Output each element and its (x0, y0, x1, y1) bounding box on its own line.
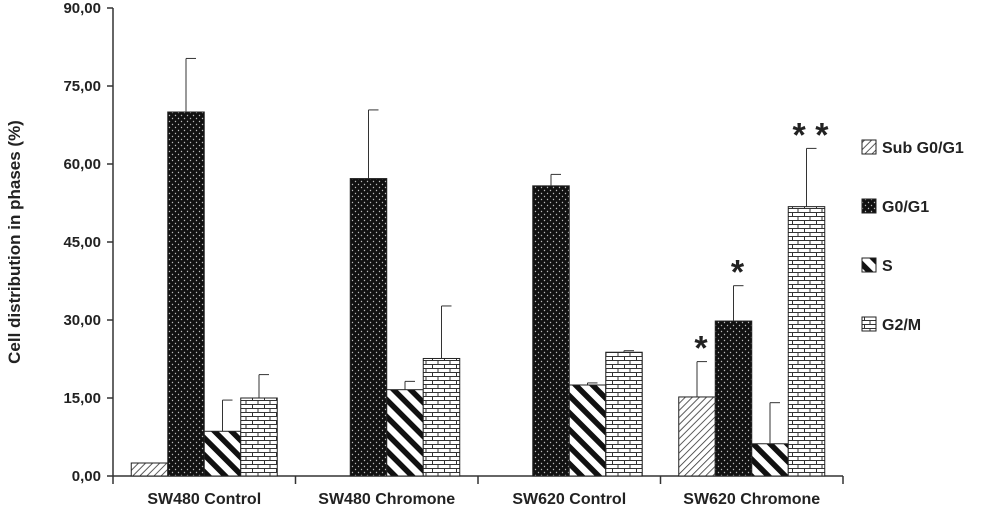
x-category-label: SW480 Chromone (318, 491, 455, 508)
bar-sub-g0-g1-3 (678, 396, 716, 477)
bar-g0-g1-2 (532, 185, 570, 477)
legend-label: Sub G0/G1 (882, 140, 964, 157)
legend-swatch-g2-m (861, 316, 877, 332)
legend-swatch-s (861, 257, 877, 273)
significance-marker: * (731, 254, 745, 292)
y-tick-label: 15,00 (63, 390, 101, 407)
bar-s-1 (386, 389, 424, 477)
legend-label: G0/G1 (882, 199, 929, 216)
bar-g2-m-1 (422, 357, 461, 477)
bar-s-2 (568, 384, 607, 477)
y-tick-label: 60,00 (63, 156, 101, 173)
y-tick-label: 0,00 (72, 468, 101, 485)
bar-g0-g1-3 (714, 320, 753, 477)
y-tick-label: 30,00 (63, 312, 101, 329)
y-tick-label: 90,00 (63, 0, 101, 17)
bar-g0-g1-1 (349, 178, 388, 477)
legend-swatch-sub-g0-g1 (861, 139, 877, 155)
significance-marker: * * (793, 116, 830, 154)
y-tick-label: 75,00 (63, 78, 101, 95)
bar-g2-m-3 (787, 206, 826, 477)
bar-s-3 (751, 443, 789, 477)
legend: Sub G0/G1 G0/G1 S G2/M (861, 139, 964, 334)
bar-g2-m-0 (240, 397, 278, 477)
x-category-label: SW620 Chromone (683, 491, 820, 508)
y-axis-label: Cell distribution in phases (%) (5, 120, 24, 364)
bar-g2-m-2 (605, 351, 643, 477)
x-category-label: SW480 Control (147, 491, 261, 508)
legend-label: G2/M (882, 317, 921, 334)
bar-sub-g0-g1-0 (130, 462, 169, 477)
bar-s-0 (203, 430, 242, 477)
x-category-label: SW620 Control (512, 491, 626, 508)
bars (130, 111, 826, 477)
significance-annotations: * * * * (694, 116, 829, 367)
legend-label: S (882, 258, 893, 275)
y-tick-label: 45,00 (63, 234, 101, 251)
legend-swatch-g0-g1 (861, 198, 877, 214)
bar-g0-g1-0 (167, 111, 205, 477)
axes: 0,00 15,00 30,00 45,00 60,00 75,00 90,00 SW480 … (63, 0, 844, 508)
significance-marker: * (694, 330, 708, 368)
error-bars (185, 57, 817, 444)
